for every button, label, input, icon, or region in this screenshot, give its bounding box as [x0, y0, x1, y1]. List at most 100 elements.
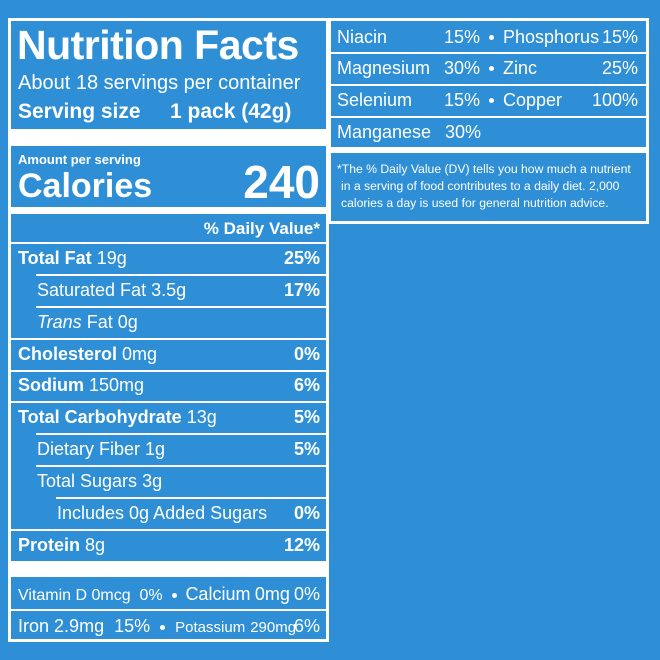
mineral-name: Selenium: [337, 90, 413, 110]
rule: [8, 609, 329, 611]
nutrient-amount: 8g: [85, 535, 106, 555]
nutrient-amount: 13g: [186, 407, 217, 427]
vitamin-name: Potassium: [175, 619, 246, 636]
nutrient-dv: 5%: [293, 407, 320, 427]
thick-rule: [8, 129, 329, 146]
vitamin-dv: 6%: [293, 616, 320, 636]
vitamin-name: Iron: [18, 616, 50, 636]
rule: [56, 497, 329, 499]
nutrient-row: Protein 8g 12%: [18, 532, 320, 558]
rule: [328, 84, 649, 86]
dv-header: % Daily Value*: [203, 219, 320, 238]
nutrient-dv: 12%: [283, 535, 320, 555]
nutrient-name: Sodium: [18, 375, 84, 395]
serving-size-label: Serving size: [18, 100, 141, 123]
rule: [8, 242, 329, 244]
nutrient-row: Total Sugars 3g: [18, 468, 320, 494]
thick-rule: [8, 207, 329, 214]
mineral-name: Manganese: [337, 122, 432, 142]
calories-label: Calories: [18, 167, 153, 205]
nutrient-dv: 0%: [293, 503, 320, 523]
bullet: [489, 35, 494, 40]
rule: [36, 306, 329, 308]
nutrient-amount: 19g: [96, 248, 127, 268]
facts-panel: [8, 18, 329, 642]
nutrient-dv: 5%: [293, 439, 320, 459]
nutrient-amount: 0mg: [122, 344, 158, 364]
thick-rule: [8, 561, 329, 577]
nutrient-row: Includes 0g Added Sugars 0%: [18, 500, 320, 526]
nutrient-amount: 3g: [142, 471, 163, 491]
nutrient-dv: 17%: [283, 280, 320, 300]
vitamin-dv: 0%: [293, 584, 320, 604]
nutrient-name: Fat: [86, 312, 113, 332]
nutrient-name: Includes 0g Added Sugars: [57, 503, 268, 523]
nutrient-amount: 150mg: [89, 375, 145, 395]
nutrient-row: Dietary Fiber 1g 5%: [18, 436, 320, 462]
bullet: [489, 66, 494, 71]
nutrient-name: Protein: [18, 535, 81, 555]
nutrient-amount: 0g: [117, 312, 138, 332]
vitamin-amount: 290mg: [250, 619, 297, 636]
nutrient-row: Cholesterol 0mg 0%: [18, 341, 320, 367]
minerals-panel: [328, 18, 649, 224]
mineral-dv: 15%: [443, 90, 480, 110]
vitamin-name: Calcium: [185, 584, 251, 604]
mineral-dv: 30%: [443, 58, 480, 78]
mineral-dv: 100%: [591, 90, 638, 110]
nutrient-name: Saturated Fat: [37, 280, 147, 300]
mineral-dv: 30%: [445, 122, 482, 142]
nutrient-amount: 1g: [145, 439, 166, 459]
amount-label: Amount per serving: [18, 152, 141, 167]
nutrient-dv: 6%: [293, 375, 320, 395]
rule: [36, 465, 329, 467]
servings: About 18 servings per container: [18, 72, 301, 94]
nutrient-row: Total Carbohydrate 13g 5%: [18, 404, 320, 430]
rule: [8, 338, 329, 340]
vitamin-name: Vitamin D: [18, 587, 88, 604]
nutrient-row: Total Fat 19g 25%: [18, 245, 320, 271]
bullet: [160, 624, 166, 630]
vitamin-dv: 0%: [139, 587, 163, 604]
title: Nutrition Facts: [17, 22, 299, 68]
rule: [8, 529, 329, 531]
rule: [8, 370, 329, 372]
bullet: [171, 593, 177, 599]
rule: [328, 116, 649, 118]
mineral-dv: 15%: [601, 27, 638, 47]
mineral-name: Niacin: [337, 27, 388, 47]
rule: [328, 52, 649, 54]
vitamin-dv: 15%: [114, 616, 151, 636]
mineral-name: Copper: [503, 90, 563, 110]
rule: [8, 401, 329, 403]
nutrient-row: Trans Fat 0g: [18, 309, 320, 335]
thick-rule: [328, 147, 649, 153]
mineral-name: Zinc: [503, 58, 538, 78]
nutrient-dv: 0%: [293, 344, 320, 364]
vitamin-amount: 2.9mg: [54, 616, 105, 636]
calories-value: 240: [243, 156, 320, 208]
serving-size: 1 pack (42g): [170, 100, 292, 123]
nutrient-name: Total Carbohydrate: [18, 407, 182, 427]
nutrient-name: Dietary Fiber: [37, 439, 141, 459]
rule: [36, 433, 329, 435]
nutrient-name: Total Sugars: [37, 471, 138, 491]
nutrient-dv: 25%: [283, 248, 320, 268]
mineral-dv: 15%: [443, 27, 480, 47]
rule: [36, 274, 329, 276]
nutrient-name-italic: Trans: [37, 312, 82, 332]
vitamin-amount: 0mg: [254, 584, 290, 604]
vitamin-row: Vitamin D 0mcg 0% Calcium 0mg 0%: [18, 581, 320, 607]
footnote: *The % Daily Value (DV) tells you how mu…: [337, 162, 631, 210]
nutrient-name: Cholesterol: [18, 344, 118, 364]
mineral-name: Phosphorus: [503, 27, 600, 47]
bullet: [489, 98, 494, 103]
nutrient-row: Saturated Fat 3.5g 17%: [18, 277, 320, 303]
nutrient-row: Sodium 150mg 6%: [18, 372, 320, 398]
vitamin-amount: 0mcg: [91, 587, 131, 604]
mineral-name: Magnesium: [337, 58, 431, 78]
nutrient-amount: 3.5g: [151, 280, 187, 300]
mineral-dv: 25%: [601, 58, 638, 78]
nutrient-name: Total Fat: [18, 248, 92, 268]
